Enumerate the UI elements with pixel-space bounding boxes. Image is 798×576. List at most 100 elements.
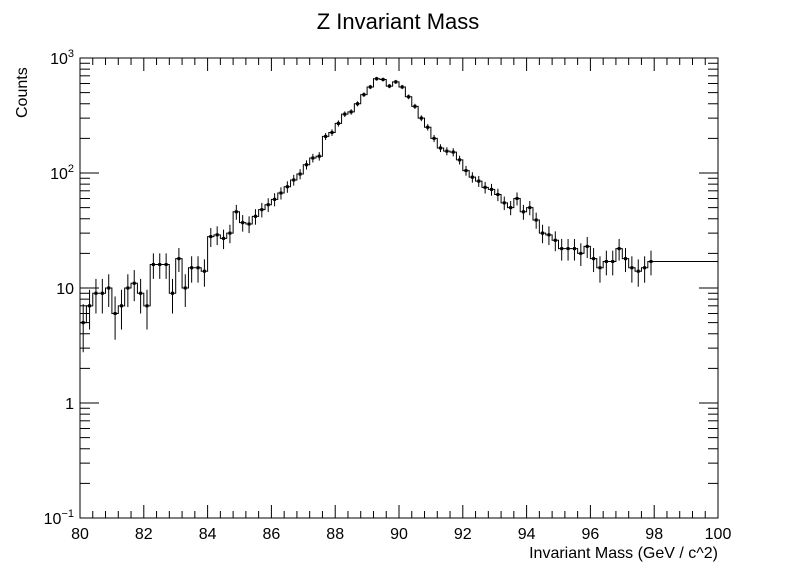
data-point — [222, 236, 226, 240]
data-point — [343, 112, 347, 116]
x-tick-label: 90 — [390, 526, 408, 543]
data-point — [470, 175, 474, 179]
data-point — [107, 286, 111, 290]
data-point — [266, 203, 270, 207]
histogram-bins — [79, 76, 718, 518]
y-tick-label: 103 — [50, 48, 74, 68]
data-point — [202, 269, 206, 273]
data-point — [547, 233, 551, 237]
data-point — [330, 130, 334, 134]
x-tick-label: 96 — [582, 526, 600, 543]
data-point — [228, 231, 232, 235]
data-point — [145, 304, 149, 308]
data-point — [196, 266, 200, 270]
data-point — [432, 136, 436, 140]
data-point — [509, 206, 513, 210]
data-point — [636, 269, 640, 273]
data-point — [215, 233, 219, 237]
y-axis: 10−1 1 10 102 103 — [44, 48, 718, 528]
data-point — [458, 158, 462, 162]
data-point — [413, 104, 417, 108]
data-point — [528, 206, 532, 210]
data-point — [560, 247, 564, 251]
data-point — [623, 257, 627, 261]
data-point — [438, 146, 442, 150]
data-point — [88, 304, 92, 308]
data-point — [598, 266, 602, 270]
data-point — [304, 163, 308, 167]
data-point — [604, 259, 608, 263]
data-point — [139, 291, 143, 295]
data-point — [407, 95, 411, 99]
data-point — [426, 125, 430, 129]
y-tick-label: 1 — [65, 396, 74, 413]
data-point — [317, 154, 321, 158]
data-point — [483, 185, 487, 189]
data-point — [541, 231, 545, 235]
data-point — [311, 156, 315, 160]
data-point — [553, 238, 557, 242]
data-point — [336, 121, 340, 125]
x-tick-label: 80 — [71, 526, 89, 543]
data-point — [592, 257, 596, 261]
data-point — [521, 210, 525, 214]
data-point — [490, 187, 494, 191]
data-point — [375, 77, 379, 81]
data-point — [387, 84, 391, 88]
x-tick-label: 100 — [705, 526, 732, 543]
data-point — [177, 257, 181, 261]
y-tick-label: 102 — [50, 163, 74, 183]
chart-title: Z Invariant Mass — [317, 9, 480, 34]
data-point — [260, 208, 264, 212]
data-point — [273, 197, 277, 201]
data-point — [209, 235, 213, 239]
x-tick-label: 82 — [135, 526, 153, 543]
data-point — [368, 85, 372, 89]
data-point — [94, 291, 98, 295]
data-point — [234, 210, 238, 214]
data-point — [164, 263, 168, 267]
x-axis: 80 82 84 86 88 90 92 94 96 98 100 — [71, 58, 731, 543]
data-point — [119, 304, 123, 308]
histogram-outline — [79, 78, 718, 518]
data-point — [585, 244, 589, 248]
data-point — [285, 185, 289, 189]
data-point — [394, 80, 398, 84]
y-axis-label: Counts — [14, 67, 31, 118]
data-point — [572, 247, 576, 251]
data-point — [190, 266, 194, 270]
data-point — [298, 172, 302, 176]
x-tick-label: 94 — [518, 526, 536, 543]
x-axis-label: Invariant Mass (GeV / c^2) — [529, 545, 718, 562]
data-point — [158, 263, 162, 267]
data-point — [496, 193, 500, 197]
data-point — [579, 251, 583, 255]
data-point — [81, 321, 85, 325]
data-point — [477, 179, 481, 183]
data-point — [349, 110, 353, 114]
data-point — [324, 134, 328, 138]
data-point — [241, 221, 245, 225]
data-point — [419, 116, 423, 120]
data-point — [362, 93, 366, 97]
data-point — [253, 214, 257, 218]
data-point — [126, 286, 130, 290]
data-point — [292, 178, 296, 182]
data-point — [183, 286, 187, 290]
data-point — [151, 263, 155, 267]
x-tick-label: 86 — [263, 526, 281, 543]
x-tick-label: 98 — [645, 526, 663, 543]
data-point — [464, 169, 468, 173]
data-point — [451, 150, 455, 154]
data-point — [649, 259, 653, 263]
data-point — [113, 312, 117, 316]
data-point — [630, 266, 634, 270]
x-tick-label: 84 — [199, 526, 217, 543]
data-point — [515, 197, 519, 201]
x-tick-label: 92 — [454, 526, 472, 543]
y-tick-label: 10 — [56, 281, 74, 298]
data-point — [247, 222, 251, 226]
data-point — [400, 85, 404, 89]
data-point — [381, 78, 385, 82]
